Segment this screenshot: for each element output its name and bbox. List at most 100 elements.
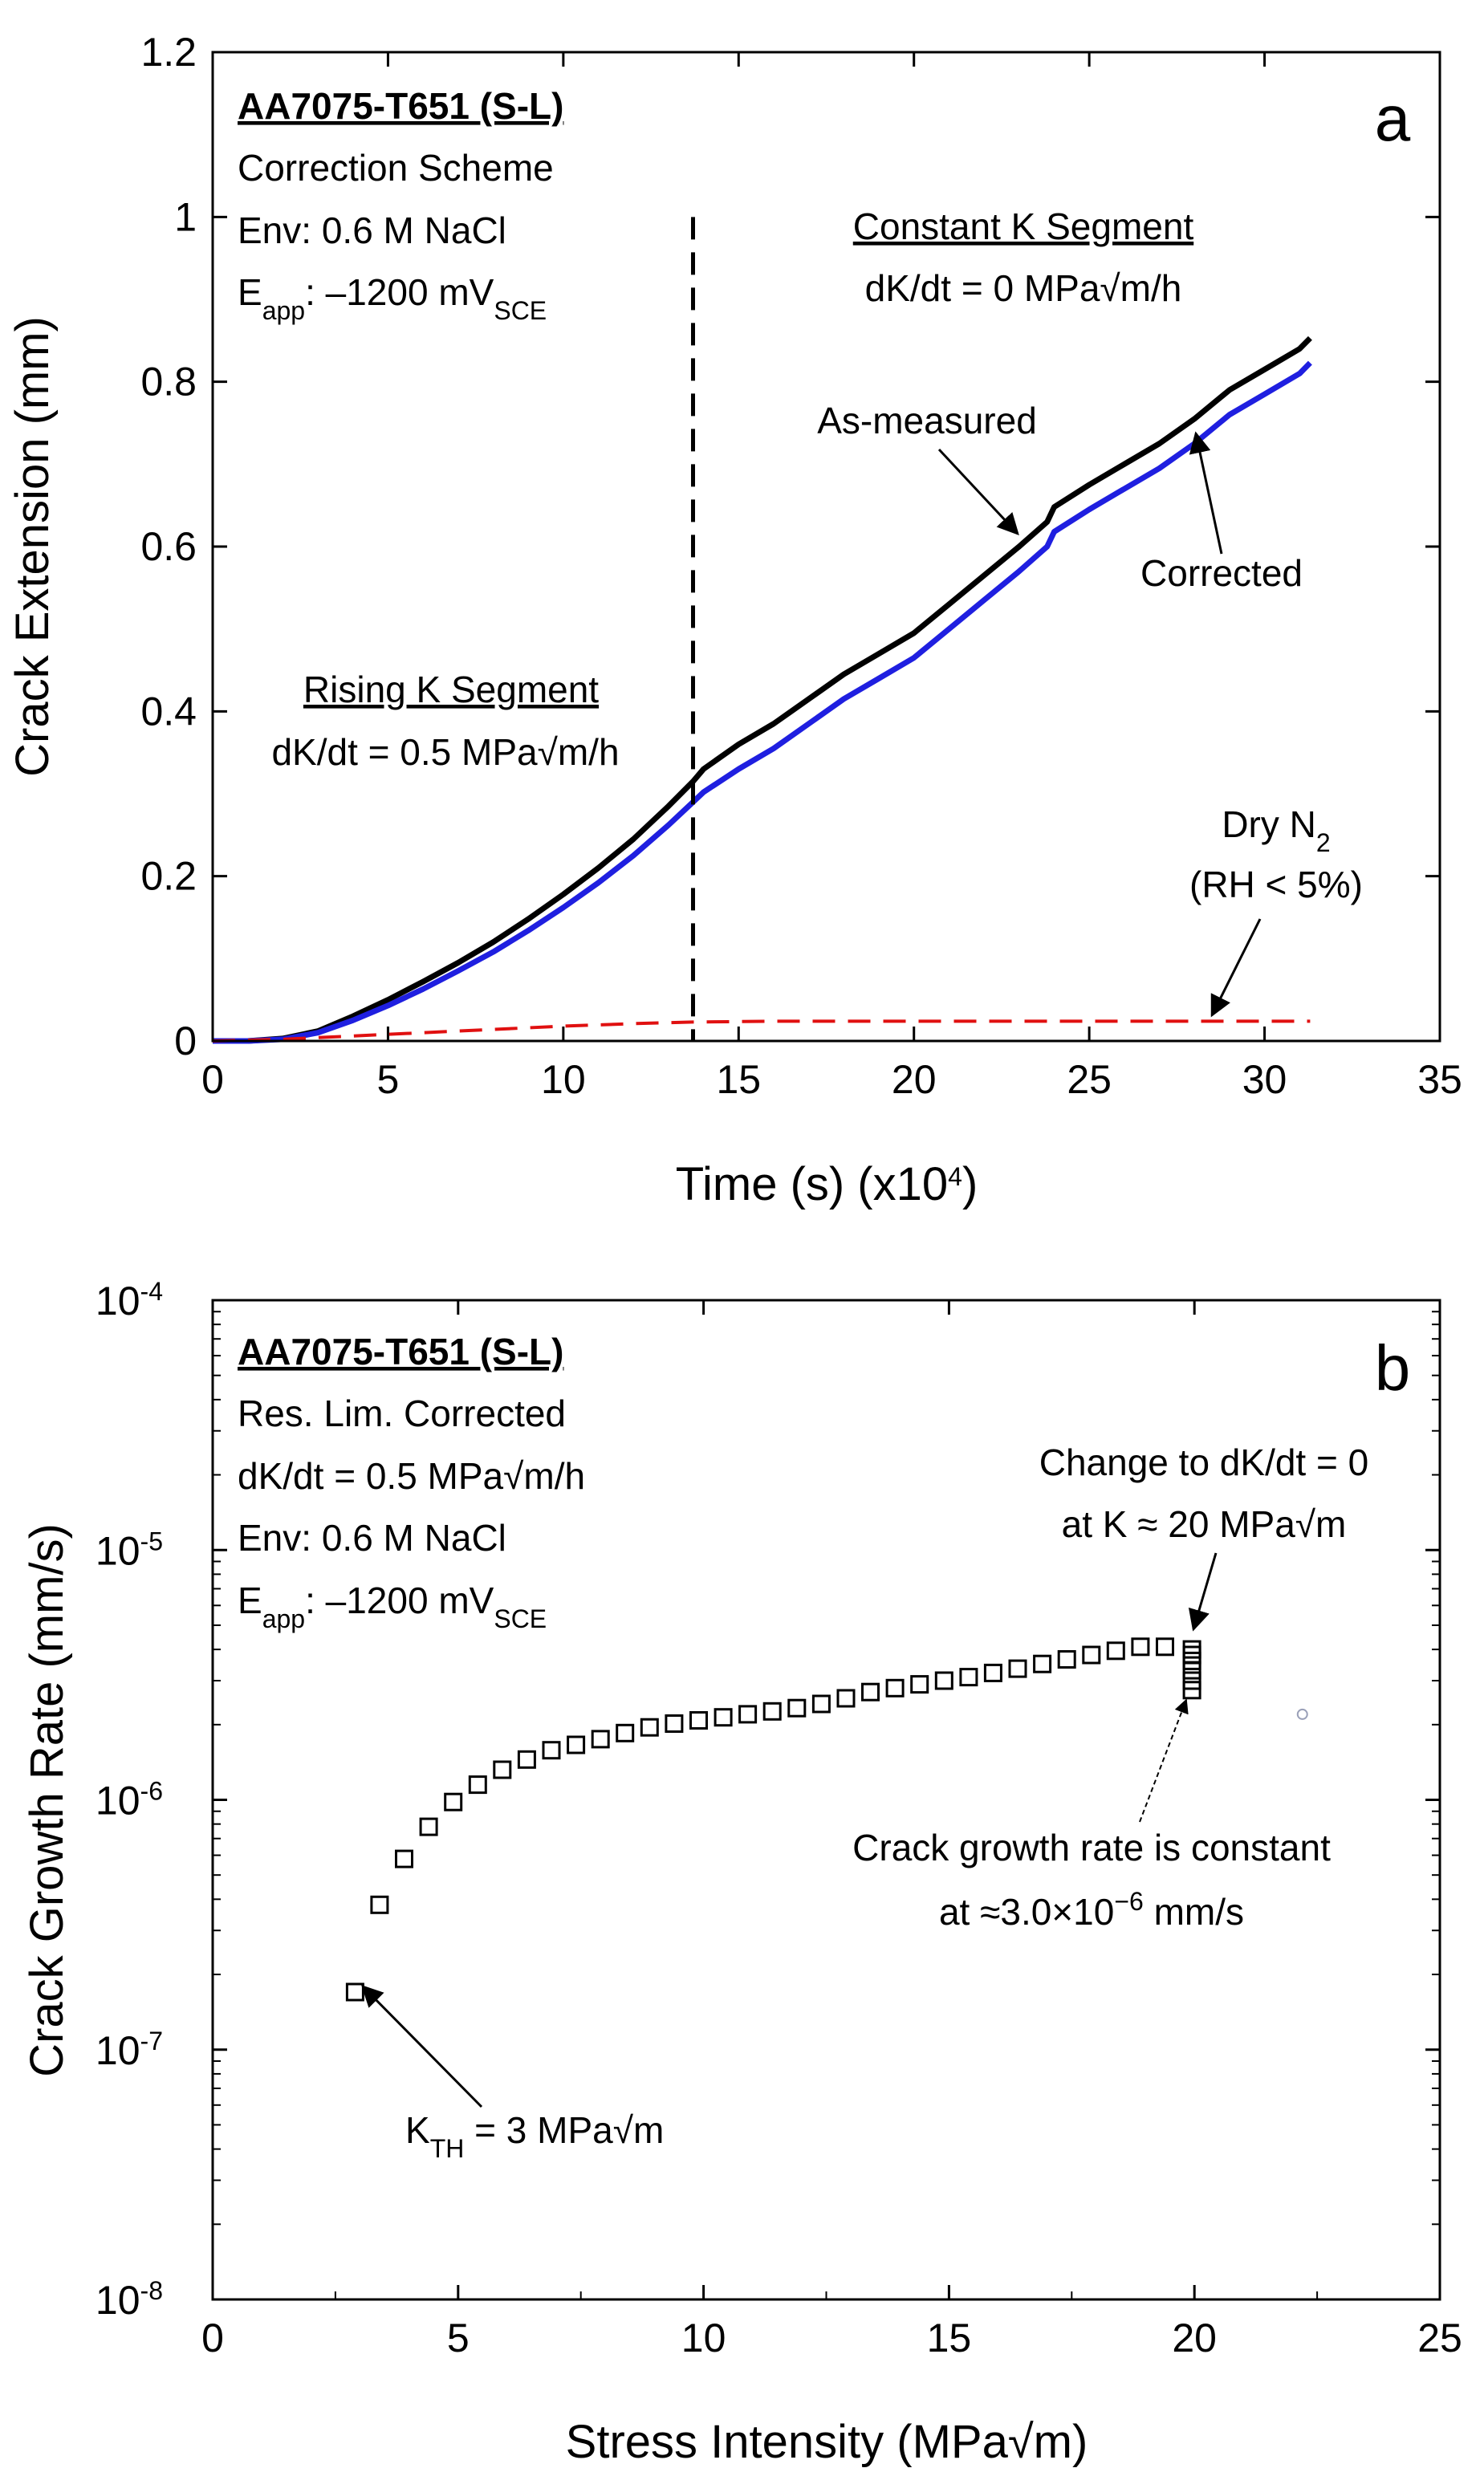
- panel-a-y-tick-label: 0.2: [140, 854, 197, 899]
- panel-b-y-tick-label: 10-6: [96, 1777, 163, 1824]
- data-point: [1082, 1645, 1101, 1665]
- data-point: [665, 1714, 684, 1733]
- data-point: [762, 1702, 782, 1721]
- data-point: [689, 1711, 708, 1730]
- data-point: [910, 1675, 929, 1694]
- data-point: [517, 1750, 536, 1769]
- data-point: [1131, 1637, 1150, 1657]
- panel-a-y-tick-label: 0: [174, 1019, 197, 1063]
- constant-rate-arrow: [1139, 1698, 1189, 1823]
- panel-a-y-tick-label: 0.6: [140, 524, 197, 569]
- panel-b-x-tick-label: 10: [681, 2316, 726, 2360]
- data-point: [542, 1741, 561, 1760]
- panel-b: 0 5 10 15 20 25 10-8 10-7 10-6 10-5 10-4 Stress In…: [21, 1277, 1462, 2468]
- panel-a-plot-frame: [211, 51, 1441, 1043]
- panel-a-x-tick-label: 30: [1242, 1057, 1287, 1102]
- panel-b-y-axis-label: Crack Growth Rate (mm/s): [21, 1523, 73, 2077]
- panel-a-ticks: 0 5 10 15 20 25 30 35 0 0.2 0.4 0.6 0.8 1 1.2: [140, 30, 1462, 1102]
- series-line-dry-n2: [212, 1019, 1311, 1043]
- data-point: [811, 1694, 831, 1714]
- data-point: [738, 1705, 758, 1724]
- constant-k-title: Constant K Segment: [853, 205, 1194, 247]
- data-point: [419, 1817, 438, 1836]
- as-measured-label: As-measured: [817, 400, 1037, 441]
- panel-b-eapp: Eapp: –1200 mVSCE: [238, 1580, 547, 1633]
- panel-b-x-axis-label: Stress Intensity (MPa√m): [566, 2416, 1088, 2468]
- panel-a-x-axis-label: Time (s) (x104): [676, 1158, 978, 1210]
- panel-a-x-tick-label: 10: [541, 1057, 586, 1102]
- panel-b-material: AA7075-T651 (S-L): [238, 1331, 563, 1372]
- data-point: [1182, 1651, 1201, 1670]
- panel-a-series: [212, 335, 1312, 1044]
- panel-b-x-tick-label: 20: [1172, 2316, 1217, 2360]
- data-point: [1182, 1661, 1201, 1680]
- constant-rate-line1: Crack growth rate is constant: [852, 1827, 1331, 1868]
- data-point: [1156, 1637, 1174, 1657]
- panel-b-plot-frame: [211, 1299, 1441, 2301]
- panel-b-y-tick-label: 10-8: [96, 2276, 163, 2323]
- panel-b-y-tick-label: 10-7: [96, 2027, 163, 2073]
- data-point: [861, 1682, 880, 1702]
- data-point: [714, 1708, 733, 1727]
- panel-a-scheme: Correction Scheme: [238, 147, 554, 189]
- data-point: [1182, 1640, 1201, 1659]
- panel-a: 0 5 10 15 20 25 30 35 0 0.2 0.4 0.6 0.8 1 1.2 Time (s)…: [6, 30, 1462, 1210]
- data-point: [1182, 1671, 1201, 1690]
- panel-a-x-tick-label: 15: [716, 1057, 761, 1102]
- stray-point: [1296, 1708, 1308, 1720]
- corrected-arrow: [1189, 431, 1223, 555]
- dry-n2-arrow: [1210, 918, 1262, 1018]
- data-point: [1182, 1645, 1201, 1665]
- panel-b-y-tick-label: 10-4: [96, 1277, 163, 1323]
- change-arrow: [1188, 1552, 1218, 1632]
- kth-arrow: [361, 1985, 483, 2108]
- rh-label: (RH < 5%): [1189, 864, 1363, 905]
- data-point: [567, 1735, 586, 1754]
- data-point: [959, 1668, 978, 1687]
- panel-a-env: Env: 0.6 M NaCl: [238, 209, 506, 251]
- data-point: [934, 1671, 953, 1690]
- change-label-line1: Change to dK/dt = 0: [1039, 1441, 1368, 1483]
- data-point: [345, 1982, 364, 2002]
- data-point: [1057, 1650, 1076, 1669]
- data-point: [885, 1678, 905, 1698]
- panel-a-x-tick-label: 5: [377, 1057, 400, 1102]
- panel-a-y-tick-label: 0.4: [140, 689, 197, 734]
- data-point: [468, 1775, 487, 1795]
- data-point: [836, 1689, 856, 1708]
- panel-b-y-tick-label: 10-5: [96, 1527, 163, 1573]
- data-point: [1106, 1641, 1125, 1661]
- panel-a-y-tick-label: 0.8: [140, 360, 197, 405]
- panel-a-y-tick-label: 1.2: [140, 30, 197, 75]
- series-line-corrected: [213, 360, 1312, 1044]
- panel-a-x-tick-label: 0: [201, 1057, 224, 1102]
- change-label-line2: at K ≈ 20 MPa√m: [1062, 1503, 1347, 1545]
- constant-k-rate: dK/dt = 0 MPa√m/h: [865, 267, 1182, 309]
- rising-k-rate: dK/dt = 0.5 MPa√m/h: [271, 731, 619, 773]
- panel-a-label: a: [1375, 83, 1411, 154]
- as-measured-arrow: [937, 448, 1019, 535]
- panel-b-env: Env: 0.6 M NaCl: [238, 1517, 506, 1559]
- data-point: [616, 1723, 635, 1742]
- panel-b-x-tick-label: 5: [447, 2316, 470, 2360]
- data-point: [591, 1730, 610, 1749]
- panel-a-eapp: Eapp: –1200 mVSCE: [238, 271, 547, 325]
- panel-a-y-axis-label: Crack Extension (mm): [6, 316, 59, 777]
- data-point: [370, 1895, 389, 1914]
- data-point: [983, 1663, 1002, 1682]
- data-point: [395, 1849, 413, 1868]
- series-line-as-measured: [213, 335, 1312, 1044]
- panel-b-x-tick-label: 25: [1417, 2316, 1462, 2360]
- panel-b-scheme: Res. Lim. Corrected: [238, 1393, 566, 1434]
- data-point: [1008, 1659, 1027, 1678]
- panel-a-x-tick-label: 35: [1417, 1057, 1462, 1102]
- corrected-label: Corrected: [1140, 552, 1303, 594]
- data-point: [1182, 1681, 1201, 1700]
- panel-b-label: b: [1375, 1332, 1411, 1404]
- panel-b-rate: dK/dt = 0.5 MPa√m/h: [238, 1455, 585, 1497]
- data-point: [1033, 1654, 1052, 1673]
- dry-n2-label: Dry N2: [1222, 803, 1330, 857]
- panel-b-x-tick-label: 15: [927, 2316, 972, 2360]
- panel-a-y-tick-label: 1: [174, 194, 197, 239]
